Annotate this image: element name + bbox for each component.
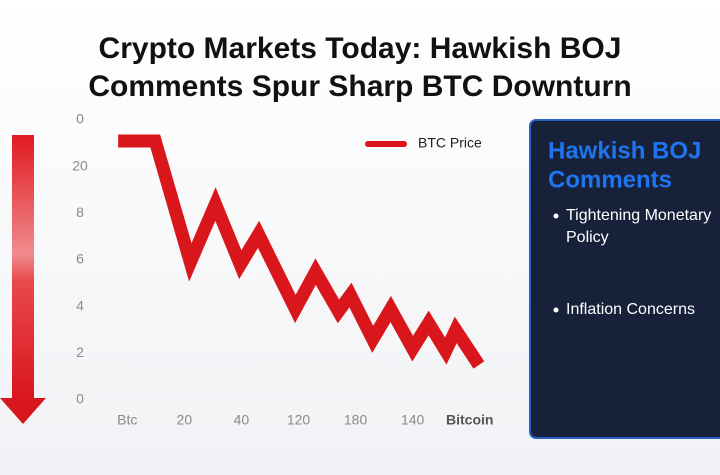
y-tick-label: 2: [76, 344, 84, 360]
y-tick-label: 0: [76, 111, 84, 127]
y-tick-label: 6: [76, 251, 84, 267]
x-tick-label: 140: [401, 412, 425, 428]
y-tick-label: 20: [72, 157, 88, 173]
y-tick-label: 4: [76, 297, 84, 313]
x-tick-label: Btc: [117, 412, 137, 428]
panel: Hawkish BOJ Comments Tightening Monetary…: [529, 119, 720, 439]
x-tick-label: 20: [177, 412, 193, 428]
legend-label: BTC Price: [418, 135, 482, 151]
x-tick-label: 40: [234, 412, 250, 428]
x-tick-label: 180: [344, 412, 368, 428]
line: [118, 134, 485, 369]
panel-title: Hawkish BOJ: [548, 137, 701, 164]
x-tick-label: Bitcoin: [446, 412, 493, 428]
panel-title: Comments: [548, 166, 672, 193]
x-tick-label: 120: [287, 412, 311, 428]
chart-title: Crypto Markets Today: Hawkish BOJ: [99, 32, 622, 65]
y-tick-label: 8: [76, 204, 84, 220]
down-arrow: [0, 135, 46, 424]
y-tick-label: 0: [76, 391, 84, 407]
panel-bullet: Tightening Monetary: [566, 207, 711, 224]
panel-bullet: Inflation Concerns: [566, 301, 695, 318]
chart-title: Comments Spur Sharp BTC Downturn: [88, 70, 631, 103]
panel-bullet: Policy: [566, 229, 609, 246]
